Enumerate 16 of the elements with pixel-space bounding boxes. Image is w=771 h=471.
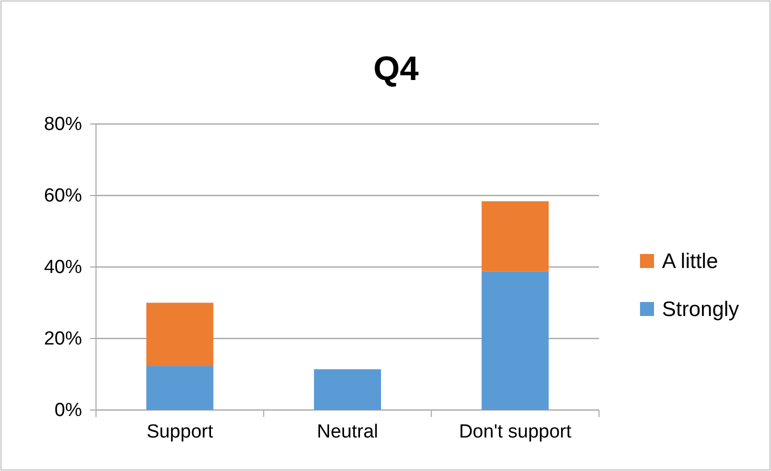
y-tick-label: 0% — [54, 400, 82, 422]
y-tick-label: 40% — [44, 257, 82, 278]
legend-label: Strongly — [662, 298, 740, 321]
y-tick-label: 20% — [44, 328, 82, 350]
bar — [314, 369, 382, 410]
y-tick-label: 80% — [44, 114, 82, 136]
x-tick-label: Neutral — [316, 421, 378, 442]
y-tick-label: 60% — [44, 186, 82, 207]
bar — [146, 366, 214, 410]
bar — [146, 302, 214, 366]
x-tick-label: Don't support — [458, 421, 572, 442]
legend-label: A little — [662, 250, 718, 273]
chart-title: Q4 — [373, 50, 419, 88]
bar — [482, 201, 549, 272]
bar — [482, 271, 549, 410]
x-tick-label: Support — [146, 421, 214, 442]
